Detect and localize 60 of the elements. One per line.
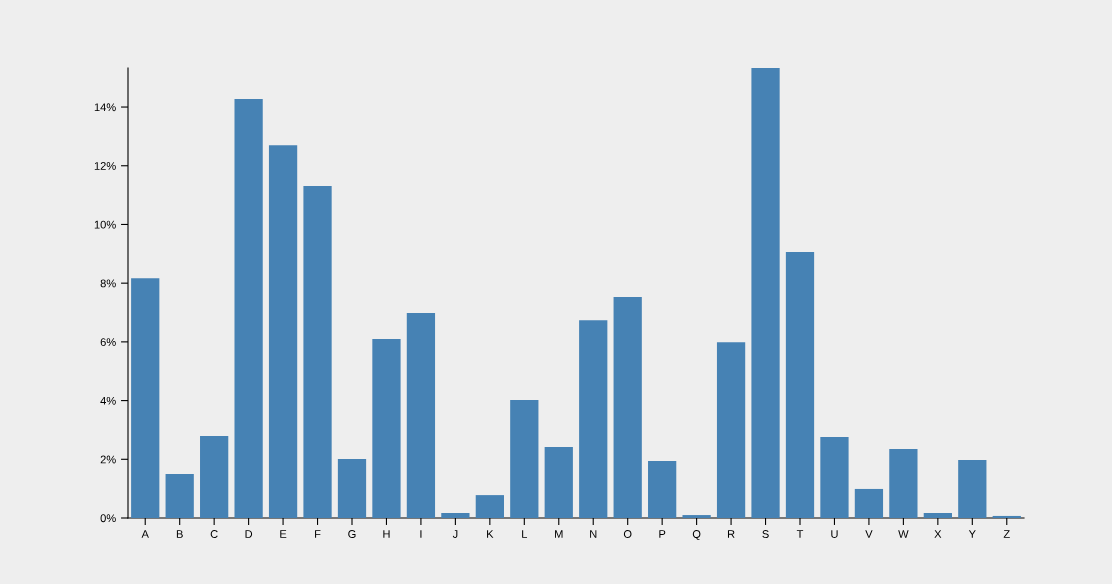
x-tick-label: G <box>348 530 356 538</box>
y-tick-label: 12% <box>94 162 116 170</box>
x-tick-label: S <box>762 530 769 538</box>
y-tick-label: 2% <box>100 455 116 464</box>
x-tick-label: Y <box>968 530 976 538</box>
x-tick-label: O <box>623 530 632 538</box>
x-tick-label: M <box>555 530 563 538</box>
bar <box>716 342 746 518</box>
x-tick-label: E <box>280 530 287 538</box>
bar <box>958 459 987 518</box>
bar <box>992 515 1021 518</box>
bar <box>648 461 677 518</box>
x-tick-label: D <box>245 530 253 538</box>
x-tick-label: L <box>522 530 528 538</box>
bar <box>268 145 298 518</box>
bar <box>510 400 539 518</box>
bar <box>475 495 504 518</box>
bar <box>785 252 815 518</box>
x-tick-label: J <box>452 530 458 538</box>
bar <box>854 488 884 518</box>
bar <box>889 449 918 518</box>
bar <box>234 99 263 518</box>
y-tick-label: 10% <box>94 220 116 229</box>
x-tick-label: X <box>934 530 942 538</box>
bar <box>372 338 401 518</box>
bar <box>923 513 952 518</box>
bar <box>544 446 573 518</box>
bar <box>441 513 470 518</box>
bar <box>613 296 642 518</box>
bar <box>337 459 367 518</box>
x-tick-label: H <box>383 530 390 538</box>
x-tick-label: R <box>727 530 735 538</box>
x-tick-label: B <box>176 530 183 538</box>
bar <box>579 320 608 518</box>
x-tick-label: V <box>865 530 873 538</box>
x-tick-label: Z <box>1003 530 1010 538</box>
x-tick-label: P <box>659 530 666 538</box>
bar <box>406 313 436 518</box>
y-tick-label: 6% <box>100 338 116 347</box>
bar <box>165 473 194 518</box>
x-tick-label: Q <box>692 530 701 540</box>
y-tick-label: 8% <box>100 279 116 288</box>
x-tick-label: T <box>796 530 804 538</box>
bar <box>200 436 229 518</box>
y-tick-label: 14% <box>94 103 116 112</box>
bar <box>820 436 849 518</box>
bar <box>751 68 780 518</box>
bar <box>682 515 711 518</box>
bar <box>131 278 160 518</box>
y-tick-label: 4% <box>100 396 116 405</box>
x-tick-label: U <box>831 530 838 538</box>
x-tick-label: N <box>590 530 597 538</box>
x-tick-label: F <box>315 530 321 538</box>
x-tick-label: K <box>487 530 494 538</box>
x-tick-label: A <box>141 530 149 538</box>
y-tick-label: 0% <box>100 514 116 523</box>
x-tick-label: I <box>420 530 422 538</box>
bar <box>303 186 332 518</box>
x-tick-label: W <box>898 530 909 538</box>
x-tick-label: C <box>210 530 218 538</box>
